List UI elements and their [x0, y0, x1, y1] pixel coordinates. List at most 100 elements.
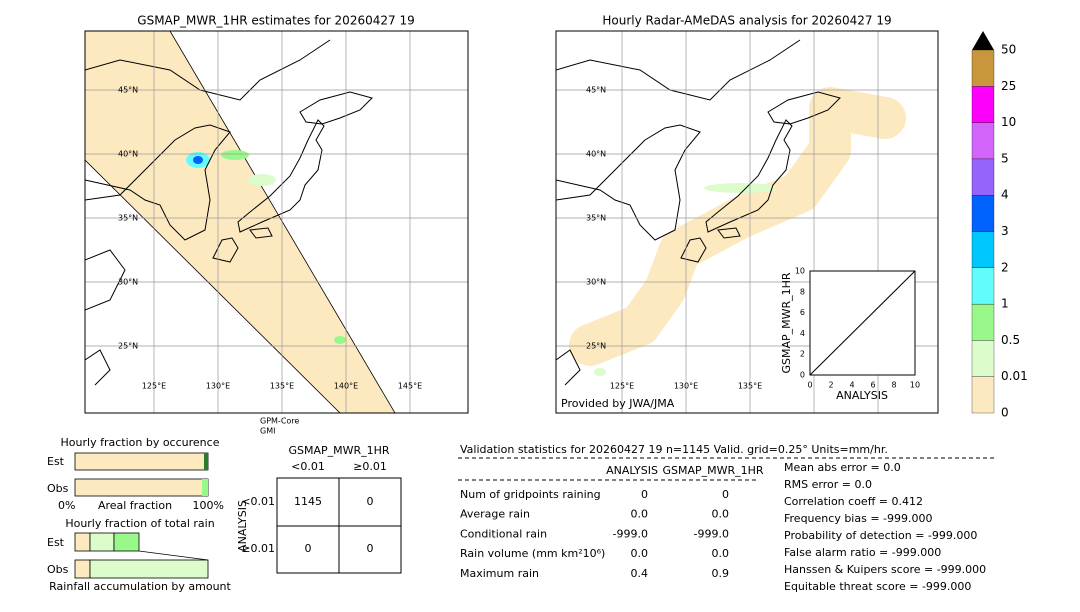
cont-cell: 0 [305, 542, 312, 555]
score: RMS error = 0.0 [784, 478, 872, 491]
score: Correlation coeff = 0.412 [784, 495, 923, 508]
cont-col: ≥0.01 [353, 460, 387, 473]
inset-y-tick: 10 [795, 267, 805, 276]
lon-label: 135°E [270, 382, 294, 391]
lat-label: 35°N [586, 214, 606, 223]
val-row-label: Average rain [460, 508, 530, 521]
score: Frequency bias = -999.000 [784, 512, 933, 525]
grid [85, 31, 468, 413]
occ-est-bar [74, 452, 209, 471]
satellite: GPM-Core [260, 417, 299, 426]
lon-label: 130°E [674, 382, 698, 391]
inset-y-tick: 0 [800, 371, 805, 380]
color-segment [971, 231, 995, 268]
val-cell: 0.4 [631, 567, 649, 580]
left-map [85, 31, 468, 413]
occ-axis: Areal fraction [98, 499, 172, 512]
score: Mean abs error = 0.0 [784, 461, 901, 474]
colorbar-label: 1 [1001, 297, 1009, 311]
val-col: GSMAP_MWR_1HR [662, 464, 763, 477]
val-row-label: Num of gridpoints raining [460, 488, 601, 501]
color-segment [971, 303, 995, 341]
occ-row: Obs [47, 482, 69, 495]
color-segment [971, 376, 995, 414]
sensor: GMI [260, 427, 275, 436]
cont-row: <0.01 [241, 495, 275, 508]
connector [138, 550, 209, 561]
credit: Provided by JWA/JMA [561, 397, 675, 410]
inset-x-tick: 0 [807, 381, 812, 390]
val-cell: -999.0 [613, 527, 648, 540]
cont-cell: 0 [367, 542, 374, 555]
right-title: Hourly Radar-AMeDAS analysis for 2026042… [602, 14, 891, 28]
score: Hanssen & Kuipers score = -999.000 [784, 563, 986, 576]
colorbar-label: 0 [1001, 406, 1009, 420]
val-row-label: Maximum rain [460, 567, 539, 580]
colorbar-label: 10 [1001, 115, 1016, 129]
cont-cell: 1145 [294, 495, 322, 508]
score: Equitable threat score = -999.000 [784, 580, 971, 593]
rain-xlabel: Rainfall accumulation by amount [49, 580, 231, 593]
val-row-label: Rain volume (mm km²10⁶) [460, 547, 605, 560]
occ-obs-rain [202, 479, 208, 496]
lat-label: 30°N [586, 278, 606, 287]
rain-est-seg [74, 532, 91, 552]
score: False alarm ratio = -999.000 [784, 546, 941, 559]
inset-x-tick: 2 [828, 381, 833, 390]
lon-label: 125°E [142, 382, 166, 391]
cont-cell: 0 [367, 495, 374, 508]
color-segment [971, 195, 995, 232]
color-segment [971, 86, 995, 123]
rain-title: Hourly fraction of total rain [65, 517, 214, 530]
inset-y-tick: 8 [800, 287, 805, 296]
lat-label: 25°N [586, 342, 606, 351]
occ-axis: 100% [193, 499, 224, 512]
val-header: Validation statistics for 20260427 19 n=… [460, 443, 888, 456]
val-cell: -999.0 [694, 527, 729, 540]
rain-est-seg [113, 532, 140, 552]
inset-y-tick: 6 [800, 308, 805, 317]
val-rows: Num of gridpoints raining 0 0 Average rain 0… [460, 488, 729, 580]
val-cell: 0.0 [631, 547, 649, 560]
occ-row: Est [47, 455, 65, 468]
inset-xlabel: ANALYSIS [836, 389, 888, 402]
inset-x-tick: 8 [891, 381, 896, 390]
val-col: ANALYSIS [606, 464, 658, 477]
color-segment [971, 122, 995, 160]
cont-row: ≥0.01 [241, 542, 275, 555]
occ-obs-bar [74, 478, 209, 497]
val-row-label: Conditional rain [460, 527, 547, 540]
lat-label: 45°N [586, 86, 606, 95]
colorbar-label: 0.01 [1001, 369, 1028, 383]
colorbar-label: 25 [1001, 79, 1016, 93]
lat-label: 45°N [118, 86, 138, 95]
lat-label: 40°N [118, 150, 138, 159]
colorbar-label: 0.5 [1001, 333, 1020, 347]
colorbar-label: 50 [1001, 43, 1016, 57]
val-cell: 0.0 [712, 508, 730, 521]
rain-obs-seg [89, 559, 209, 579]
color-segment [971, 267, 995, 305]
occ-title: Hourly fraction by occurence [61, 436, 220, 449]
lat-label: 35°N [118, 214, 138, 223]
val-cell: 0 [722, 488, 729, 501]
inset-x-tick: 4 [849, 381, 854, 390]
rain-est-seg [89, 532, 115, 552]
rain-row: Obs [47, 563, 69, 576]
inset-x-tick: 10 [910, 381, 920, 390]
val-scores: Mean abs error = 0.0 RMS error = 0.0 Corre… [784, 461, 986, 593]
score: Probability of detection = -999.000 [784, 529, 977, 542]
lon-label: 125°E [610, 382, 634, 391]
val-cell: 0.0 [631, 508, 649, 521]
colorbar-label: 4 [1001, 188, 1009, 202]
lat-label: 40°N [586, 150, 606, 159]
inset-y-tick: 4 [800, 329, 805, 338]
val-cell: 0 [641, 488, 648, 501]
occ-axis: 0% [58, 499, 75, 512]
lon-label: 135°E [738, 382, 762, 391]
cont-col: <0.01 [291, 460, 325, 473]
colorbar-label: 3 [1001, 224, 1009, 238]
lat-label: 30°N [118, 278, 138, 287]
inset-ylabel: GSMAP_MWR_1HR [780, 272, 793, 373]
